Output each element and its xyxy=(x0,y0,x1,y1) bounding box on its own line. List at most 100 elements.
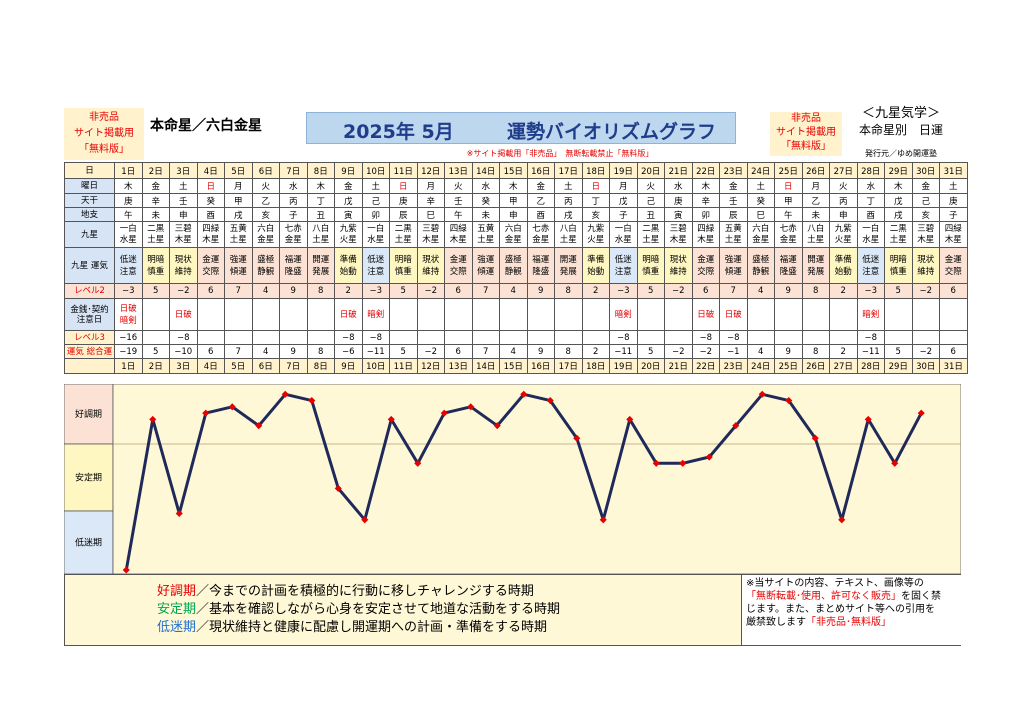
data-point xyxy=(149,415,157,423)
level2-cell: −3 xyxy=(609,283,638,299)
day2-cell: 26日 xyxy=(801,358,830,374)
level3-cell xyxy=(829,330,858,345)
day2-cell: 17日 xyxy=(554,358,583,374)
level2-cell: 7 xyxy=(719,283,748,299)
level2-cell: 2 xyxy=(829,283,858,299)
day2-cell: 29日 xyxy=(884,358,913,374)
weekday-cell: 金 xyxy=(719,178,748,194)
title-bar: 2025年 5月 運勢バイオリズムグラフ xyxy=(306,112,736,144)
total-cell: 5 xyxy=(141,344,170,359)
total-cell: 9 xyxy=(526,344,555,359)
kinsen-cell xyxy=(526,298,555,331)
right-tag-line2: サイト掲載用 xyxy=(776,127,836,138)
day2-cell: 12日 xyxy=(416,358,445,374)
day-cell: 17日 xyxy=(554,162,583,179)
total-cell: 9 xyxy=(279,344,308,359)
tenkan-cell: 丁 xyxy=(581,193,610,208)
chishi-cell: 寅 xyxy=(334,207,363,222)
day-cell: 30日 xyxy=(911,162,940,179)
note-line4-text: 厳禁致します xyxy=(746,617,806,628)
unki-cell: 開運 発展 xyxy=(306,247,335,284)
kinsen-cell xyxy=(884,298,913,331)
chishi-cell: 未 xyxy=(141,207,170,222)
day2-cell: 25日 xyxy=(774,358,803,374)
unki-cell: 現状 維持 xyxy=(911,247,940,284)
series-subtitle: 本命星別 日運 xyxy=(858,123,943,137)
level2-cell: 8 xyxy=(801,283,830,299)
day2-cell: 20日 xyxy=(636,358,665,374)
day-cell: 27日 xyxy=(829,162,858,179)
day-cell: 22日 xyxy=(691,162,720,179)
row-label-weekday: 曜日 xyxy=(64,178,115,194)
day-cell: 11日 xyxy=(389,162,418,179)
unki-cell: 明暗 慎重 xyxy=(141,247,170,284)
unki-cell: 準備 始動 xyxy=(334,247,363,284)
kyusei-cell: 一白 水星 xyxy=(609,221,638,248)
legend-teimei: 低迷期／現状維持と健康に配慮し開運期への計画・準備をする時期 xyxy=(157,619,547,637)
level3-cell xyxy=(416,330,445,345)
tenkan-cell: 甲 xyxy=(774,193,803,208)
unki-cell: 低迷 注意 xyxy=(856,247,885,284)
row-label-total: 運気 総合運 xyxy=(64,344,115,359)
kyusei-cell: 四緑 木星 xyxy=(196,221,225,248)
data-point xyxy=(864,415,872,423)
tenkan-cell: 辛 xyxy=(141,193,170,208)
kinsen-cell xyxy=(774,298,803,331)
day2-cell: 28日 xyxy=(856,358,885,374)
tenkan-cell: 丁 xyxy=(856,193,885,208)
day-cell: 4日 xyxy=(196,162,225,179)
total-cell: 4 xyxy=(251,344,280,359)
kyusei-cell: 四緑 木星 xyxy=(939,221,968,248)
kinsen-cell: 日破 xyxy=(334,298,363,331)
weekday-cell: 水 xyxy=(279,178,308,194)
honmei-label: 本命星／六白金星 xyxy=(144,108,304,144)
level3-cell xyxy=(141,330,170,345)
total-cell: 9 xyxy=(774,344,803,359)
note-line2-red: 「無断転載･使用、許可なく販売」 xyxy=(746,591,901,602)
right-tag: 非売品 サイト掲載用 「無料版」 xyxy=(770,112,842,156)
legend-box: 好調期／今までの計画を積極的に行動に移しチャレンジする時期 安定期／基本を確認し… xyxy=(64,574,961,646)
tenkan-cell: 戊 xyxy=(884,193,913,208)
chishi-cell: 酉 xyxy=(856,207,885,222)
kinsen-cell: 暗剣 xyxy=(856,298,885,331)
day2-cell: 10日 xyxy=(361,358,390,374)
chishi-cell: 子 xyxy=(279,207,308,222)
tenkan-cell: 庚 xyxy=(939,193,968,208)
day-cell: 12日 xyxy=(416,162,445,179)
level2-cell: −2 xyxy=(911,283,940,299)
tenkan-cell: 辛 xyxy=(691,193,720,208)
day2-cell: 2日 xyxy=(141,358,170,374)
tenkan-cell: 戊 xyxy=(334,193,363,208)
level3-cell xyxy=(444,330,473,345)
total-cell: −2 xyxy=(691,344,720,359)
unki-cell: 盛極 静観 xyxy=(746,247,775,284)
kyusei-cell: 八白 土星 xyxy=(306,221,335,248)
unki-cell: 福運 隆盛 xyxy=(279,247,308,284)
kinsen-cell xyxy=(251,298,280,331)
unki-cell: 低迷 注意 xyxy=(361,247,390,284)
tenkan-cell: 己 xyxy=(636,193,665,208)
unki-cell: 開運 発展 xyxy=(801,247,830,284)
kinsen-cell: 暗剣 xyxy=(609,298,638,331)
data-point xyxy=(626,415,634,423)
day-cell: 2日 xyxy=(141,162,170,179)
total-cell: −19 xyxy=(114,344,143,359)
level2-cell: −2 xyxy=(664,283,693,299)
level2-cell: 6 xyxy=(691,283,720,299)
weekday-cell: 月 xyxy=(224,178,253,194)
data-point xyxy=(122,566,130,574)
chishi-cell: 丑 xyxy=(636,207,665,222)
day2-cell: 22日 xyxy=(691,358,720,374)
kinsen-cell xyxy=(581,298,610,331)
tenkan-cell: 丙 xyxy=(554,193,583,208)
day2-cell: 13日 xyxy=(444,358,473,374)
total-cell: −1 xyxy=(719,344,748,359)
chishi-cell: 申 xyxy=(829,207,858,222)
weekday-cell: 木 xyxy=(306,178,335,194)
kyusei-cell: 七赤 金星 xyxy=(774,221,803,248)
chishi-cell: 午 xyxy=(444,207,473,222)
banner: ※サイト掲載用「非売品」 無断転載禁止「無料版」 xyxy=(466,149,654,158)
day-cell: 23日 xyxy=(719,162,748,179)
day2-cell: 14日 xyxy=(471,358,500,374)
tenkan-cell: 甲 xyxy=(499,193,528,208)
